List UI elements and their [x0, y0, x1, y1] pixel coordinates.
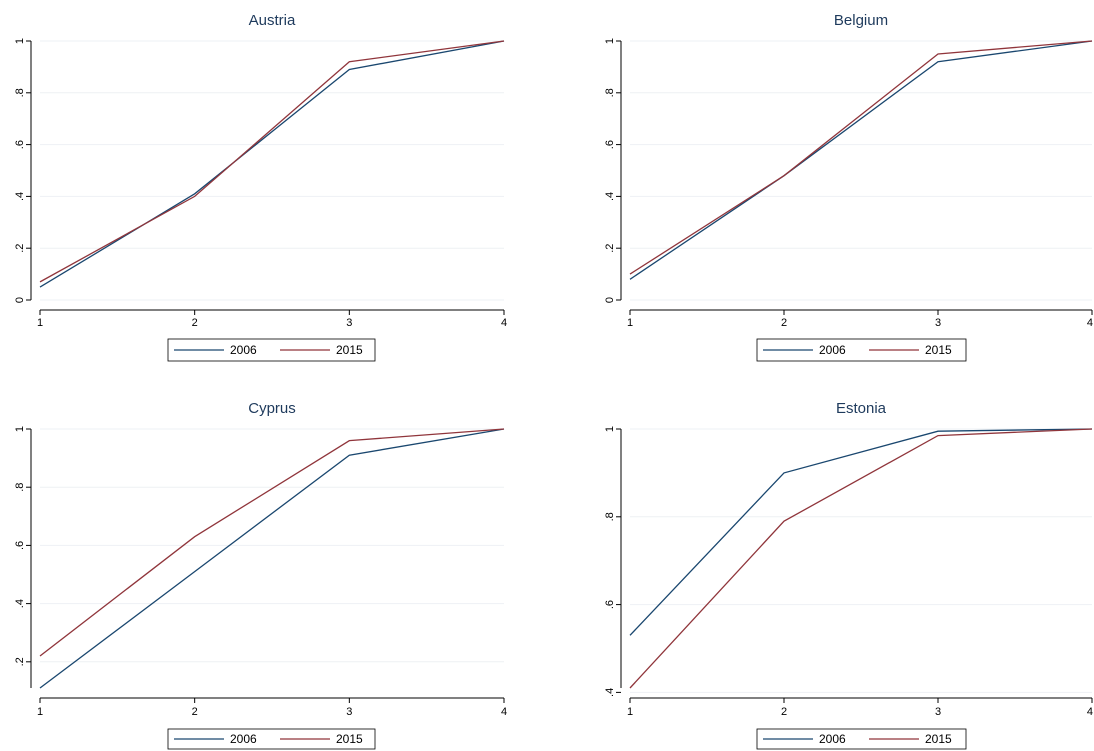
y-tick-label: .2	[14, 244, 26, 253]
x-tick-label: 2	[192, 317, 198, 329]
y-tick-label: .4	[14, 599, 26, 608]
x-tick-label: 4	[1087, 317, 1093, 329]
panel-title: Belgium	[834, 12, 888, 29]
x-tick-label: 1	[37, 706, 43, 718]
x-tick-label: 4	[501, 317, 507, 329]
panel-title: Cyprus	[248, 400, 296, 417]
legend-label-2006: 2006	[230, 343, 257, 357]
x-tick-label: 3	[346, 706, 352, 718]
x-tick-label: 4	[501, 706, 507, 718]
y-tick-label: .2	[14, 657, 26, 666]
y-tick-label: .6	[604, 600, 616, 609]
legend-box	[756, 338, 967, 362]
y-tick-label: 1	[14, 38, 26, 44]
series-line-2015	[39, 428, 505, 657]
legend-label-2015: 2015	[925, 732, 952, 746]
legend: 2006 2015	[756, 338, 967, 362]
y-tick-label: .6	[14, 541, 26, 550]
x-tick-label: 2	[192, 706, 198, 718]
x-tick-label: 1	[37, 317, 43, 329]
x-tick-label: 1	[627, 317, 633, 329]
x-tick-label: 1	[627, 706, 633, 718]
x-tick-label: 2	[781, 706, 787, 718]
y-tick-label: 1	[14, 426, 26, 432]
legend-label-2015: 2015	[336, 732, 363, 746]
series-line-2006	[39, 40, 505, 288]
series-line-2006	[39, 428, 505, 689]
legend: 2006 2015	[167, 338, 376, 362]
y-tick-label: .8	[604, 512, 616, 521]
y-tick-label: .6	[604, 140, 616, 149]
y-tick-label: .4	[604, 688, 616, 697]
legend: 2006 2015	[756, 728, 967, 750]
panel-title: Austria	[249, 12, 296, 29]
legend: 2006 2015	[167, 728, 376, 750]
x-tick-label: 3	[935, 706, 941, 718]
panel-belgium: Belgium 0 .2 .4 .6 .8 1 1 2 3 4 2006 2015	[604, 12, 1093, 362]
y-tick-label: .8	[604, 88, 616, 97]
y-tick-label: 0	[14, 297, 26, 303]
x-tick-label: 2	[781, 317, 787, 329]
y-tick-label: 0	[604, 297, 616, 303]
legend-label-2006: 2006	[819, 732, 846, 746]
y-tick-label: .8	[14, 88, 26, 97]
legend-label-2015: 2015	[336, 343, 363, 357]
series-line-2015	[629, 428, 1093, 689]
panel-title: Estonia	[836, 400, 887, 417]
legend-label-2006: 2006	[230, 732, 257, 746]
panel-cyprus: Cyprus .2 .4 .6 .8 1 1 2 3 4 2006 2015	[14, 400, 507, 750]
legend-label-2006: 2006	[819, 343, 846, 357]
legend-box	[756, 728, 967, 750]
y-tick-label: .4	[604, 192, 616, 201]
y-tick-label: .4	[14, 192, 26, 201]
x-tick-label: 3	[346, 317, 352, 329]
y-tick-label: .6	[14, 140, 26, 149]
panel-austria: Austria 0 .2 .4 .6 .8 1 1 2 3 4 2006 2015	[14, 12, 507, 362]
y-tick-label: .2	[604, 244, 616, 253]
series-line-2015	[629, 40, 1093, 275]
series-line-2006	[629, 428, 1093, 636]
series-line-2015	[39, 40, 505, 283]
series-line-2006	[629, 40, 1093, 280]
y-tick-label: 1	[604, 426, 616, 432]
y-tick-label: 1	[604, 38, 616, 44]
legend-label-2015: 2015	[925, 343, 952, 357]
x-tick-label: 3	[935, 317, 941, 329]
y-tick-label: .8	[14, 483, 26, 492]
x-tick-label: 4	[1087, 706, 1093, 718]
panel-estonia: Estonia .4 .6 .8 1 1 2 3 4 2006 2015	[604, 400, 1093, 750]
legend-box	[167, 338, 376, 362]
legend-box	[167, 728, 376, 750]
